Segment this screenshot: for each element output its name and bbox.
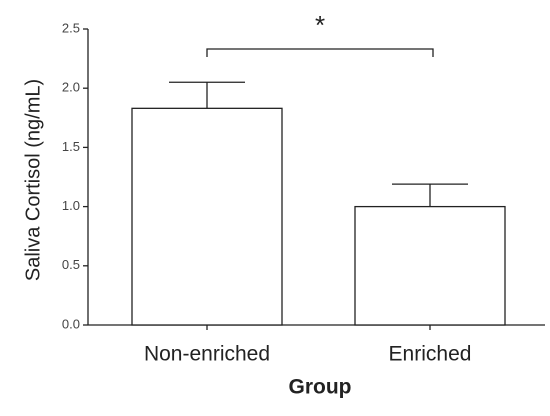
bar [131, 107, 283, 326]
y-tick-label: 2.0 [62, 80, 80, 95]
significance-bracket [206, 48, 434, 57]
y-axis-label: Saliva Cortisol (ng/mL) [22, 79, 44, 281]
y-tick-label: 0.0 [62, 316, 80, 331]
bar [354, 205, 506, 326]
y-tick-label: 1.0 [62, 198, 80, 213]
y-tick-label: 2.5 [62, 20, 80, 35]
x-axis-label: Group [289, 376, 352, 399]
y-tick-label: 1.5 [62, 139, 80, 154]
y-tick-label: 0.5 [62, 257, 80, 272]
x-tick-label: Non-enriched [144, 343, 270, 366]
significance-star: * [315, 10, 325, 40]
x-tick-label: Enriched [389, 343, 472, 366]
